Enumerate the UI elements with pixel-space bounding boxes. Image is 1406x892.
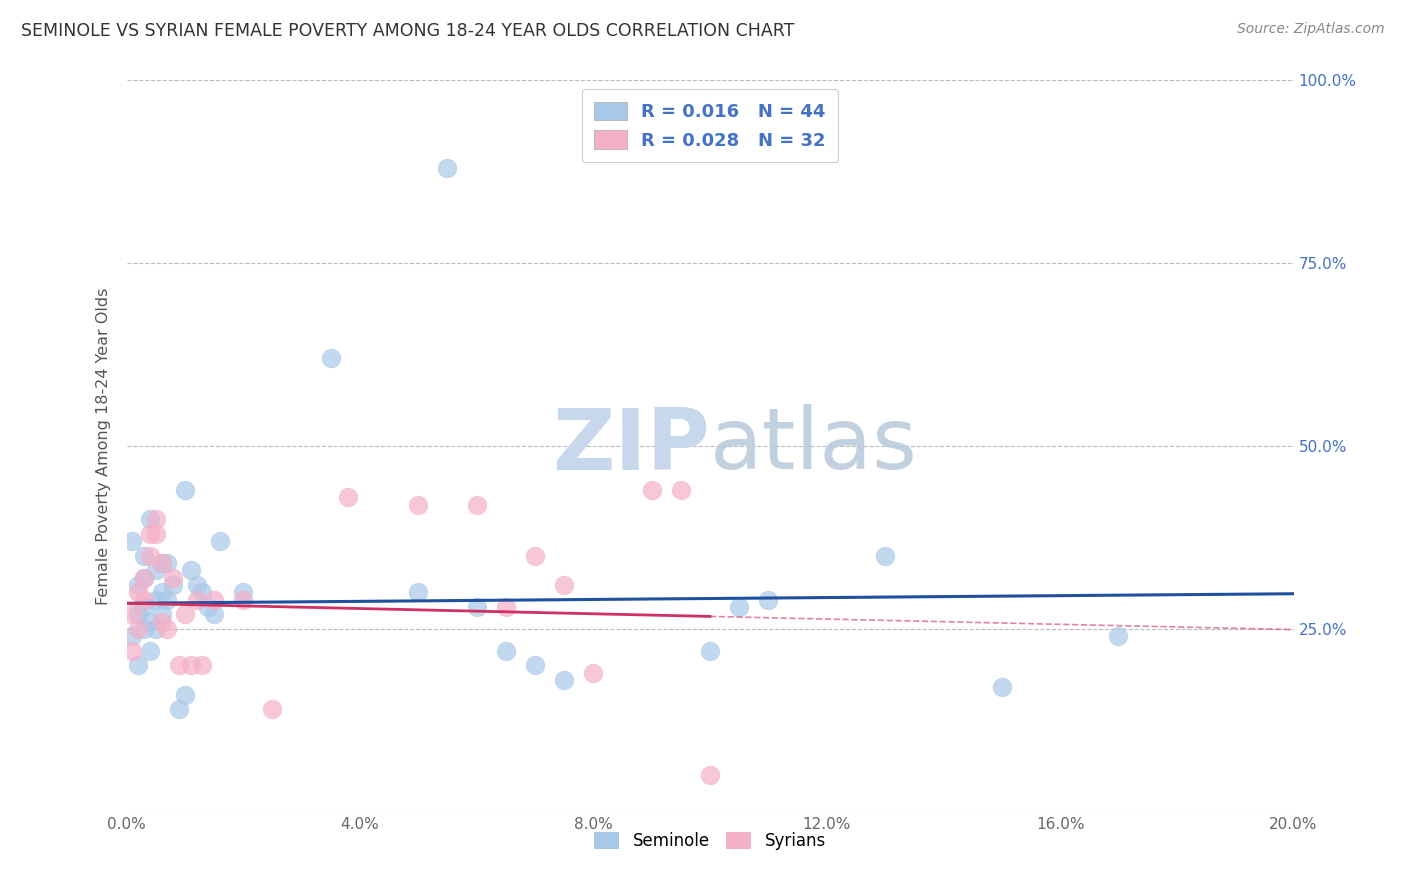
Point	[127, 578, 149, 592]
Point	[145, 592, 167, 607]
Point	[990, 681, 1012, 695]
Point	[127, 622, 149, 636]
Point	[640, 483, 664, 497]
Point	[132, 571, 155, 585]
Point	[191, 658, 214, 673]
Point	[139, 644, 162, 658]
Text: Source: ZipAtlas.com: Source: ZipAtlas.com	[1237, 22, 1385, 37]
Point	[337, 490, 360, 504]
Point	[174, 688, 197, 702]
Point	[145, 563, 167, 577]
Y-axis label: Female Poverty Among 18-24 Year Olds: Female Poverty Among 18-24 Year Olds	[96, 287, 111, 605]
Point	[139, 512, 162, 526]
Point	[553, 578, 575, 592]
Point	[145, 622, 167, 636]
Point	[208, 534, 231, 549]
Point	[162, 571, 184, 585]
Point	[180, 563, 202, 577]
Point	[132, 571, 155, 585]
Point	[699, 768, 721, 782]
Point	[156, 556, 179, 570]
Point	[167, 702, 190, 716]
Point	[162, 578, 184, 592]
Point	[232, 585, 254, 599]
Point	[121, 534, 143, 549]
Point	[156, 622, 179, 636]
Point	[756, 592, 779, 607]
Point	[699, 644, 721, 658]
Point	[495, 599, 517, 614]
Point	[180, 658, 202, 673]
Point	[1108, 629, 1130, 643]
Point	[150, 615, 173, 629]
Point	[319, 351, 342, 366]
Point	[150, 607, 173, 622]
Point	[465, 599, 488, 614]
Point	[150, 556, 173, 570]
Point	[139, 615, 162, 629]
Point	[875, 549, 897, 563]
Point	[145, 512, 167, 526]
Point	[186, 578, 208, 592]
Point	[582, 665, 605, 680]
Point	[132, 592, 155, 607]
Text: atlas: atlas	[710, 404, 918, 488]
Point	[202, 607, 225, 622]
Point	[127, 585, 149, 599]
Point	[132, 599, 155, 614]
Point	[197, 599, 219, 614]
Point	[262, 702, 284, 716]
Point	[121, 644, 143, 658]
Point	[232, 592, 254, 607]
Point	[495, 644, 517, 658]
Point	[132, 549, 155, 563]
Point	[121, 629, 143, 643]
Point	[465, 498, 488, 512]
Point	[127, 658, 149, 673]
Point	[669, 483, 692, 497]
Point	[524, 549, 547, 563]
Point	[156, 592, 179, 607]
Text: ZIP: ZIP	[553, 404, 710, 488]
Point	[553, 673, 575, 687]
Point	[139, 549, 162, 563]
Point	[174, 607, 197, 622]
Point	[408, 498, 430, 512]
Point	[132, 622, 155, 636]
Point	[728, 599, 751, 614]
Point	[127, 607, 149, 622]
Point	[408, 585, 430, 599]
Point	[121, 607, 143, 622]
Text: SEMINOLE VS SYRIAN FEMALE POVERTY AMONG 18-24 YEAR OLDS CORRELATION CHART: SEMINOLE VS SYRIAN FEMALE POVERTY AMONG …	[21, 22, 794, 40]
Point	[150, 556, 173, 570]
Legend: Seminole, Syrians: Seminole, Syrians	[586, 823, 834, 858]
Point	[186, 592, 208, 607]
Point	[174, 483, 197, 497]
Point	[139, 526, 162, 541]
Point	[524, 658, 547, 673]
Point	[150, 585, 173, 599]
Point	[191, 585, 214, 599]
Point	[202, 592, 225, 607]
Point	[167, 658, 190, 673]
Point	[145, 526, 167, 541]
Point	[436, 161, 458, 175]
